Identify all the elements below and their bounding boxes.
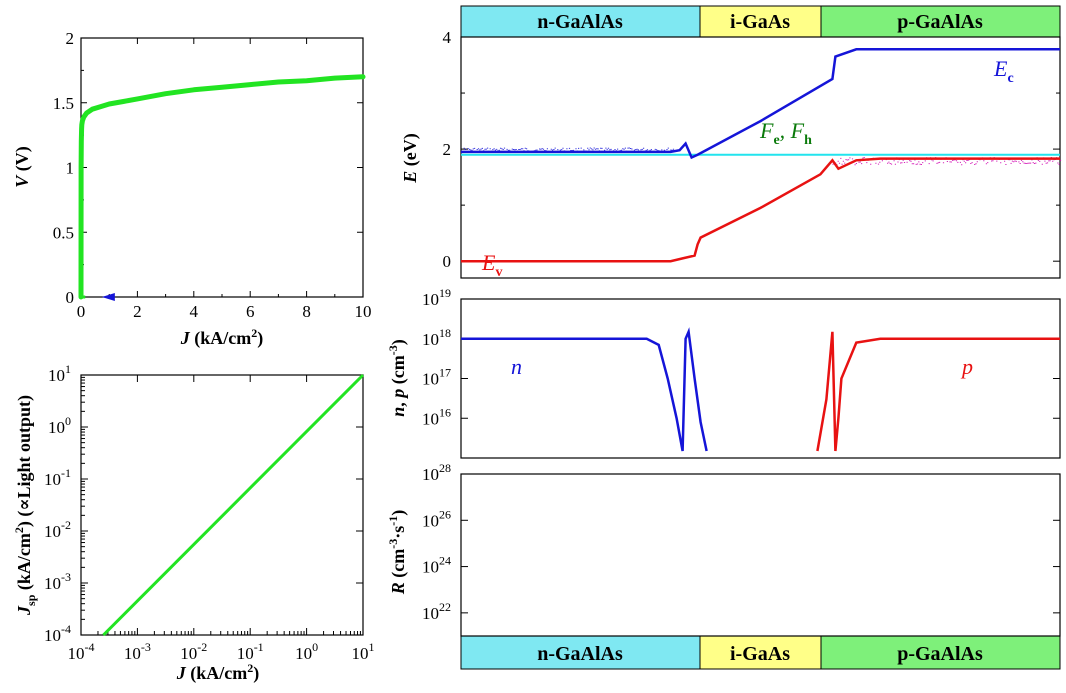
region-bar-bottom: n-GaAlAs i-GaAs p-GaAlAs [460, 635, 1061, 670]
light-y-tick-label: 10-3 [44, 570, 71, 593]
recomb-y-label: R (cm-3·s-1) [386, 510, 409, 596]
iv-x-tick-label: 2 [133, 302, 142, 321]
iv-x-tick-label: 10 [355, 302, 372, 321]
carriers-ticks: 1016 1017 1018 1019 [422, 286, 1060, 428]
light-x-tick-label: 10-3 [124, 640, 151, 663]
recomb-panel: 1022 1024 1026 1028 R (cm-3·s-1) [386, 461, 1061, 637]
light-x-tick-label: 100 [295, 640, 318, 663]
iv-curve [78, 74, 366, 300]
band-ticks: 0 2 4 [443, 28, 1060, 271]
light-y-label: Jsp (kA/cm2) (∝Light output) [12, 395, 38, 616]
recomb-y-tick-label: 1022 [422, 600, 451, 623]
recomb-ticks: 1022 1024 1026 1028 [422, 461, 1060, 623]
iv-panel: 0 2 4 6 8 10 0 0.5 1 1.5 2 J (kA/cm2) V (V) [12, 29, 372, 349]
iv-arrow-marker [101, 293, 115, 301]
iv-x-tick-label: 6 [246, 302, 255, 321]
light-x-tick-label: 101 [352, 640, 375, 663]
light-ticks: 10-4 10-3 10-2 10-1 100 101 10-4 10-3 10-2 10-1 10… [44, 362, 375, 663]
light-y-tick-label: 101 [48, 362, 71, 385]
light-x-tick-label: 10-1 [237, 640, 264, 663]
hole-density-curve [816, 331, 1060, 452]
band-y-tick-label: 2 [443, 140, 452, 159]
region-i-bottom-label: i-GaAs [730, 643, 790, 665]
light-x-tick-label: 10-4 [68, 640, 95, 663]
light-y-tick-label: 10-4 [44, 622, 71, 645]
region-n-top-label: n-GaAlAs [537, 11, 623, 33]
carriers-y-tick-label: 1016 [422, 405, 451, 428]
band-quasi-fermi-noise [461, 147, 1062, 166]
carriers-y-tick-label: 1019 [422, 286, 451, 309]
valence-band-line [461, 157, 1060, 263]
region-i-top-label: i-GaAs [730, 11, 790, 33]
region-n-bottom-label: n-GaAlAs [537, 643, 623, 665]
band-y-tick-label: 4 [443, 28, 452, 47]
region-i-top [699, 5, 822, 38]
band-y-tick-label: 0 [443, 252, 452, 271]
n-label: n [511, 354, 522, 379]
iv-y-tick-label: 1 [66, 159, 75, 178]
ec-label: Ec [993, 56, 1014, 86]
carriers-y-tick-label: 1018 [422, 326, 451, 349]
light-x-label: J (kA/cm2) [176, 661, 260, 684]
light-y-tick-label: 10-2 [44, 518, 71, 541]
region-p-top [820, 5, 1061, 38]
ev-label: Ev [481, 250, 502, 280]
electron-density-curve [461, 327, 708, 452]
p-label: p [960, 354, 973, 379]
conduction-band-line [461, 48, 1060, 160]
carriers-panel: 1016 1017 1018 1019 n p n, p (cm-3) [386, 286, 1061, 459]
iv-x-tick-label: 8 [302, 302, 311, 321]
iv-y-tick-label: 2 [66, 29, 75, 48]
region-i-bottom [699, 635, 822, 670]
iv-x-label: J (kA/cm2) [180, 326, 264, 349]
carriers-y-tick-label: 1017 [422, 366, 451, 389]
band-panel: 0 2 4 Ec Ev Fe, Fh E (eV) [400, 28, 1062, 280]
region-p-bottom-label: p-GaAlAs [897, 643, 983, 665]
region-p-top-label: p-GaAlAs [897, 11, 983, 33]
iv-x-tick-label: 4 [190, 302, 199, 321]
recomb-plot-frame [460, 473, 1061, 637]
recomb-y-tick-label: 1026 [422, 507, 451, 530]
light-y-tick-label: 10-1 [44, 466, 71, 489]
recomb-y-tick-label: 1028 [422, 461, 451, 484]
iv-plot-frame [80, 37, 364, 298]
iv-x-tick-label: 0 [77, 302, 86, 321]
light-y-tick-label: 100 [48, 414, 71, 437]
light-plot-frame [80, 374, 364, 636]
light-panel: 10-4 10-3 10-2 10-1 100 101 10-4 10-3 10-2 10-1 10… [12, 362, 375, 684]
band-y-label: E (eV) [400, 133, 421, 184]
iv-y-tick-label: 0 [66, 288, 75, 307]
recomb-y-tick-label: 1024 [422, 554, 451, 577]
light-x-tick-label: 10-2 [180, 640, 207, 663]
iv-y-tick-label: 0.5 [53, 223, 74, 242]
region-n-top [460, 5, 701, 38]
iv-y-label: V (V) [12, 146, 33, 188]
iv-ticks: 0 2 4 6 8 10 0 0.5 1 1.5 2 [53, 29, 372, 321]
fermi-label: Fe, Fh [759, 118, 812, 148]
light-curve [102, 373, 365, 637]
region-bar-top: n-GaAlAs i-GaAs p-GaAlAs [460, 5, 1061, 38]
iv-y-tick-label: 1.5 [53, 94, 74, 113]
carriers-y-label: n, p (cm-3) [386, 339, 409, 417]
